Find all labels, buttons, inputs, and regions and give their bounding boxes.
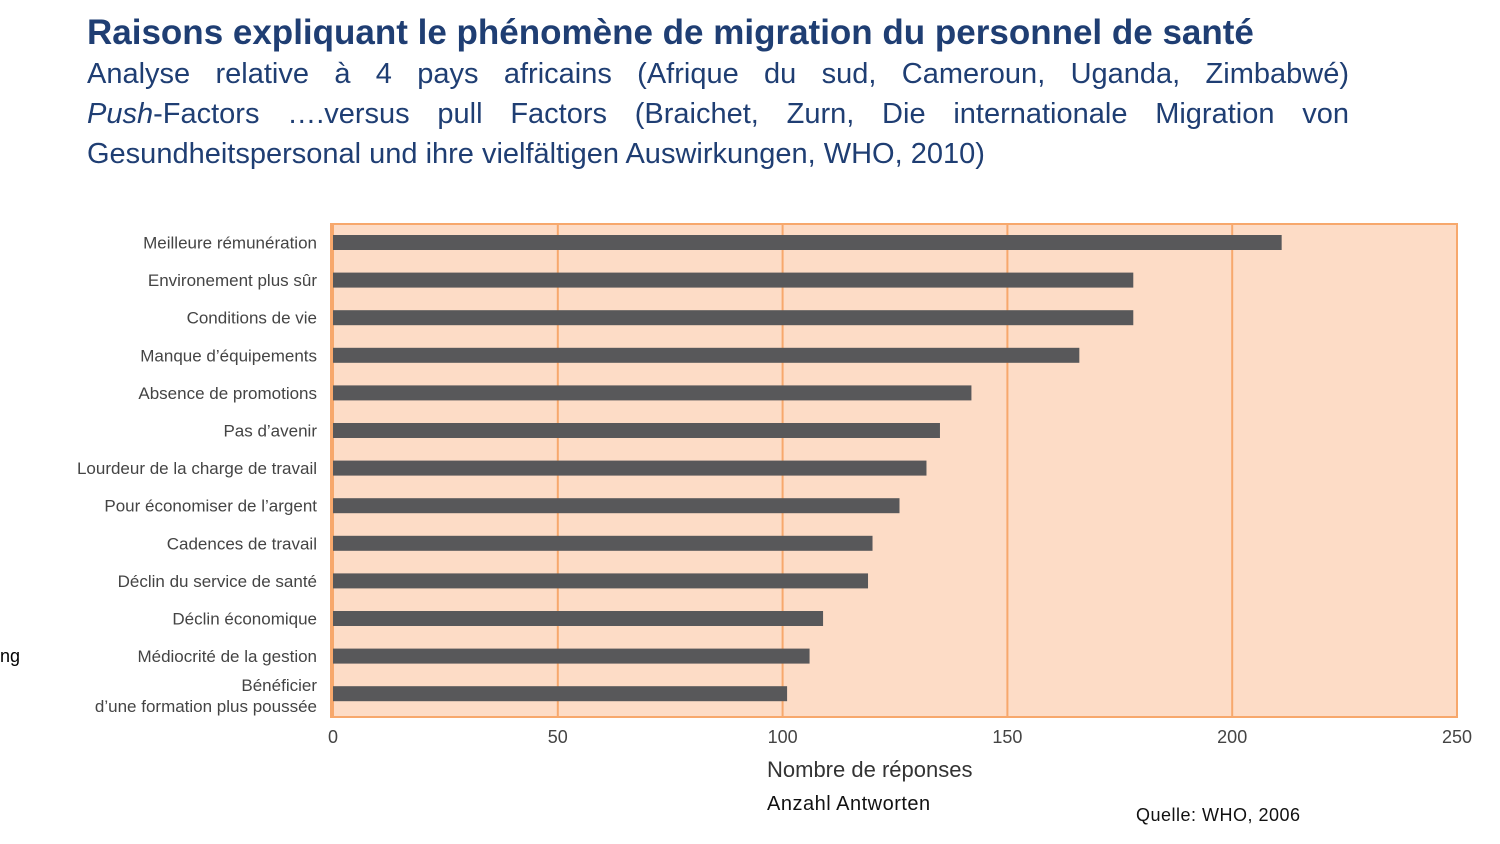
category-label: Pas d’avenir [223, 422, 317, 441]
x-axis-label: Nombre de réponses [767, 757, 973, 782]
bar [333, 385, 972, 401]
x-tick-label: 200 [1217, 727, 1247, 745]
bar [333, 686, 788, 702]
category-label: Déclin du service de santé [118, 572, 317, 591]
source-note: Quelle: WHO, 2006 [1136, 805, 1301, 825]
category-label: Conditions de vie [187, 309, 317, 328]
x-tick-label: 100 [768, 727, 798, 745]
subtitle-line-2-rest: -Factors ….versus pull Factors (Braichet… [153, 98, 1349, 130]
category-label: Environement plus sûr [148, 271, 317, 290]
bar [333, 347, 1080, 363]
category-label: Manque d’équipements [140, 346, 317, 365]
subtitle-line-2: Push-Factors ….versus pull Factors (Brai… [87, 94, 1349, 134]
bar [333, 498, 900, 514]
x-tick-label: 0 [328, 727, 338, 745]
category-label: Meilleure rémunération [143, 234, 317, 253]
x-tick-label: 150 [992, 727, 1022, 745]
category-label: Bénéficier [241, 676, 317, 695]
bar [333, 460, 927, 476]
bar [333, 272, 1134, 288]
category-label: Déclin économique [172, 610, 317, 629]
slide-header: Raisons expliquant le phénomène de migra… [87, 12, 1349, 174]
bar [333, 648, 810, 664]
bar [333, 235, 1282, 250]
subtitle-line-1: Analyse relative à 4 pays africains (Afr… [87, 58, 1349, 90]
bar [333, 573, 869, 589]
category-label: Lourdeur de la charge de travail [77, 459, 317, 478]
bar [333, 423, 940, 438]
x-axis-label-german: Anzahl Antworten [767, 793, 931, 815]
x-tick-label: 250 [1442, 727, 1472, 745]
push-word: Push [87, 98, 154, 130]
bar [333, 535, 873, 551]
slide-title: Raisons expliquant le phénomène de migra… [87, 13, 1254, 52]
bar [333, 611, 824, 626]
stray-text: ng [0, 646, 21, 666]
category-label: Médiocrité de la gestion [137, 647, 317, 666]
category-label: Cadences de travail [167, 534, 317, 553]
bar-chart: 0 50 100 150 200 250 Meilleure rémunération Env… [77, 223, 1472, 745]
category-label: Pour économiser de l’argent [104, 497, 317, 516]
bar [333, 310, 1134, 326]
x-tick-label: 50 [548, 727, 568, 745]
category-label: d’une formation plus poussée [95, 697, 317, 716]
category-label: Absence de promotions [138, 384, 317, 403]
subtitle-line-3: Gesundheitspersonal und ihre vielfältige… [87, 138, 985, 170]
